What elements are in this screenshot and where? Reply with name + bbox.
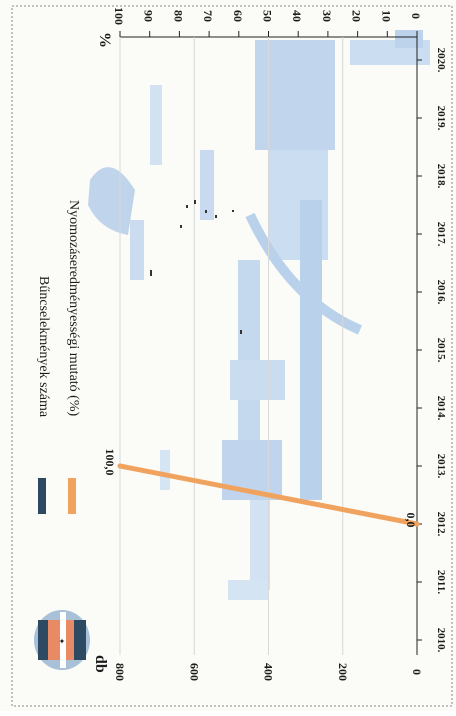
- right-tick-label-6: 60: [231, 10, 245, 22]
- x-tick-label-10: 2020.: [435, 48, 447, 73]
- x-tick-label-8: 2018.: [435, 164, 447, 189]
- right-tick-label-9: 90: [142, 10, 156, 22]
- right-tick-label-1: 10: [379, 10, 393, 22]
- legend-swatch-clearance: [68, 478, 76, 514]
- left-tick-label-4: 800: [113, 663, 127, 681]
- x-tick-label-1: 2011.: [435, 570, 447, 594]
- x-tick-label-3: 2013.: [435, 454, 447, 479]
- x-tick-label-9: 2019.: [435, 106, 447, 131]
- x-axis-ticks: 2010. 2011. 2012. 2013. 2014. 2015. 2016. 2017.…: [417, 48, 447, 653]
- left-axis-ticks: 0 200 400 600 800: [113, 663, 424, 681]
- left-tick-label-0: 0: [410, 669, 424, 675]
- scan-marks: [150, 200, 242, 334]
- bleed-through-artwork: [88, 30, 430, 600]
- legend: Bűncselekmények száma Nyomozáseredményes…: [36, 200, 81, 514]
- left-tick-label-2: 400: [262, 663, 276, 681]
- right-tick-label-8: 80: [171, 10, 185, 22]
- right-tick-label-7: 70: [201, 10, 215, 22]
- series-layer: 0,0 100,0: [103, 449, 420, 528]
- legend-swatch-crimes: [38, 478, 46, 514]
- logo-emblem: ✦: [34, 610, 90, 670]
- x-tick-label-5: 2015.: [435, 338, 447, 363]
- right-tick-label-0: 0: [409, 13, 423, 19]
- right-tick-label-10: 100: [112, 7, 126, 25]
- page-border: [11, 5, 453, 707]
- right-tick-label-4: 40: [290, 10, 304, 22]
- left-tick-label-1: 200: [336, 663, 350, 681]
- legend-label-clearance: Nyomozáseredményességi mutató (%): [66, 200, 81, 416]
- right-tick-label-5: 50: [261, 10, 275, 22]
- svg-text:✦: ✦: [59, 637, 66, 646]
- x-tick-label-4: 2014.: [435, 396, 447, 421]
- right-tick-label-2: 20: [350, 10, 364, 22]
- gridlines: [119, 37, 344, 655]
- left-axis-label: db: [92, 655, 109, 673]
- x-tick-label-2: 2012.: [435, 512, 447, 537]
- right-tick-label-3: 30: [320, 10, 334, 22]
- data-label-1: 100,0: [103, 449, 117, 476]
- series-line-clearance: [117, 463, 420, 527]
- data-label-0: 0,0: [404, 513, 418, 528]
- right-axis-label: %: [96, 32, 113, 48]
- legend-label-crimes: Bűncselekmények száma: [36, 276, 51, 418]
- right-axis-ticks: 0 10 20 30 40 50 60 70 80 90 100: [112, 7, 423, 37]
- x-tick-label-0: 2010.: [435, 628, 447, 653]
- x-tick-label-7: 2017.: [435, 222, 447, 247]
- left-tick-label-3: 600: [187, 663, 201, 681]
- x-tick-label-6: 2016.: [435, 280, 447, 305]
